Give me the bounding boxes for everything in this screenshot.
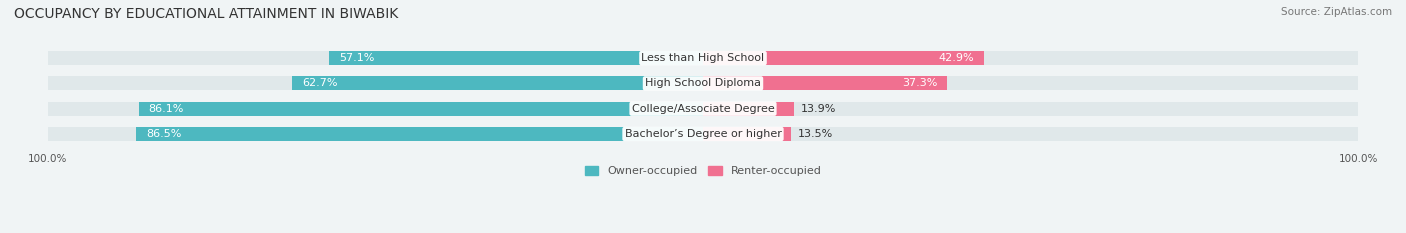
Bar bbox=[48, 76, 703, 90]
Text: College/Associate Degree: College/Associate Degree bbox=[631, 104, 775, 114]
Bar bbox=[48, 127, 703, 141]
Bar bbox=[703, 76, 1358, 90]
Bar bbox=[48, 51, 703, 65]
Bar bbox=[292, 76, 703, 90]
Text: 42.9%: 42.9% bbox=[939, 53, 974, 63]
Text: High School Diploma: High School Diploma bbox=[645, 78, 761, 88]
Text: 57.1%: 57.1% bbox=[339, 53, 374, 63]
Bar bbox=[703, 127, 792, 141]
Bar bbox=[703, 51, 984, 65]
Text: 13.5%: 13.5% bbox=[799, 129, 834, 139]
Bar bbox=[703, 102, 794, 116]
Text: 13.9%: 13.9% bbox=[800, 104, 837, 114]
Text: Bachelor’s Degree or higher: Bachelor’s Degree or higher bbox=[624, 129, 782, 139]
Text: OCCUPANCY BY EDUCATIONAL ATTAINMENT IN BIWABIK: OCCUPANCY BY EDUCATIONAL ATTAINMENT IN B… bbox=[14, 7, 398, 21]
Bar bbox=[48, 102, 703, 116]
Bar bbox=[703, 102, 1358, 116]
Bar bbox=[703, 127, 1358, 141]
Text: 62.7%: 62.7% bbox=[302, 78, 337, 88]
Bar bbox=[136, 127, 703, 141]
Legend: Owner-occupied, Renter-occupied: Owner-occupied, Renter-occupied bbox=[581, 162, 825, 181]
Text: Source: ZipAtlas.com: Source: ZipAtlas.com bbox=[1281, 7, 1392, 17]
Text: 86.5%: 86.5% bbox=[146, 129, 181, 139]
Bar bbox=[329, 51, 703, 65]
Text: 37.3%: 37.3% bbox=[903, 78, 938, 88]
Bar bbox=[703, 51, 1358, 65]
Text: Less than High School: Less than High School bbox=[641, 53, 765, 63]
Bar bbox=[139, 102, 703, 116]
Text: 86.1%: 86.1% bbox=[149, 104, 184, 114]
Bar bbox=[703, 76, 948, 90]
